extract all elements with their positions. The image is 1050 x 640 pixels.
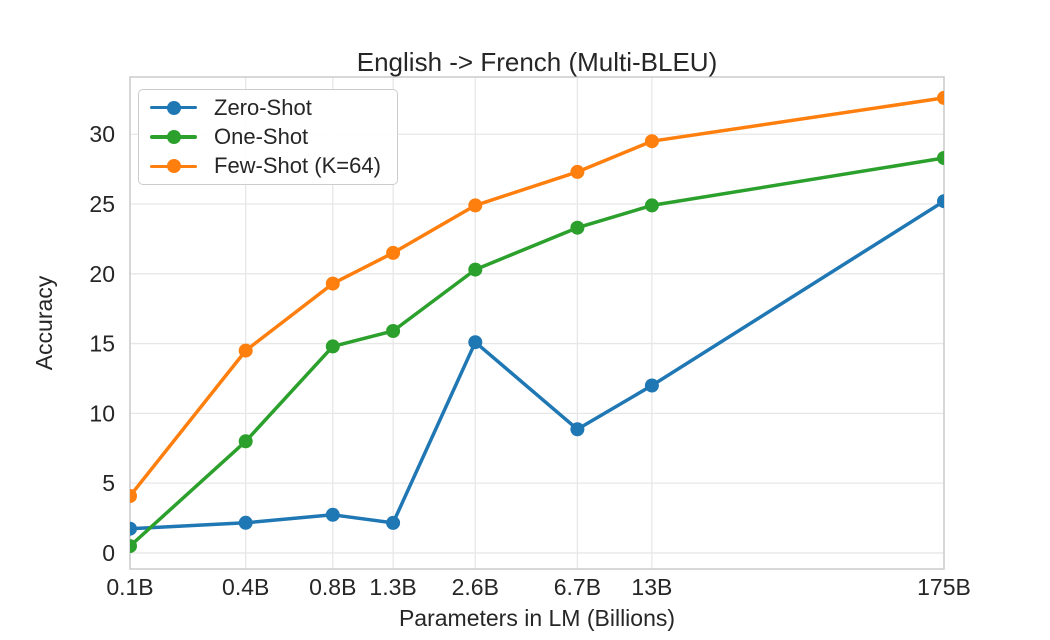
data-point-one-shot-175B xyxy=(937,151,944,165)
data-point-few-shot-k-64-0.8B xyxy=(325,276,340,291)
x-axis-label: Parameters in LM (Billions) xyxy=(399,605,675,631)
y-axis-label: Accuracy xyxy=(31,275,57,370)
data-point-few-shot-k-64-175B xyxy=(937,90,944,105)
legend-line-marker-icon xyxy=(150,100,197,115)
y-tick-label-30: 30 xyxy=(89,121,115,147)
x-tick-label-0.1B: 0.1B xyxy=(106,574,153,600)
series-line-zero-shot xyxy=(130,199,944,531)
legend-item-label: One-Shot xyxy=(214,123,309,149)
plot-border xyxy=(129,76,945,570)
x-tick-label-175B: 175B xyxy=(917,574,971,600)
data-point-zero-shot-0.1B xyxy=(130,521,137,536)
legend-item-zero-shot: Zero-Shot xyxy=(139,93,397,122)
legend-item-few-shot-k-64: Few-Shot (K=64) xyxy=(139,152,397,181)
x-tick-label-2.6B: 2.6B xyxy=(452,574,499,600)
data-point-few-shot-k-64-13B xyxy=(644,134,659,149)
y-tick-label-20: 20 xyxy=(89,261,115,287)
y-tick-label-10: 10 xyxy=(89,400,115,426)
data-point-few-shot-k-64-1.3B xyxy=(386,245,401,260)
data-point-one-shot-0.4B xyxy=(238,434,253,449)
series-line-few-shot-k-64 xyxy=(130,96,944,498)
chart-title: English -> French (Multi-BLEU) xyxy=(357,47,718,77)
y-tick-label-15: 15 xyxy=(89,331,115,357)
x-tick-label-1.3B: 1.3B xyxy=(369,574,416,600)
legend-line-marker-icon xyxy=(150,159,197,174)
legend: Zero-Shot One-Shot Few-Shot (K=64) xyxy=(138,89,398,185)
data-point-zero-shot-1.3B xyxy=(386,515,401,530)
legend-item-one-shot: One-Shot xyxy=(139,122,397,151)
data-point-zero-shot-13B xyxy=(644,378,659,393)
data-point-zero-shot-2.6B xyxy=(468,335,483,350)
data-point-zero-shot-0.4B xyxy=(238,515,253,530)
legend-item-label: Zero-Shot xyxy=(214,94,312,120)
data-point-one-shot-0.8B xyxy=(325,339,340,354)
data-point-zero-shot-0.8B xyxy=(325,507,340,522)
y-tick-label-0: 0 xyxy=(102,540,115,566)
series-line-one-shot xyxy=(130,156,944,548)
data-point-one-shot-0.1B xyxy=(130,539,137,554)
y-tick-label-5: 5 xyxy=(102,470,115,496)
data-point-few-shot-k-64-0.1B xyxy=(130,489,137,503)
data-point-zero-shot-175B xyxy=(937,194,944,209)
data-point-one-shot-13B xyxy=(644,198,659,213)
x-tick-label-0.8B: 0.8B xyxy=(309,574,356,600)
data-point-few-shot-k-64-6.7B xyxy=(570,164,585,179)
data-point-few-shot-k-64-0.4B xyxy=(238,343,253,358)
data-point-one-shot-2.6B xyxy=(468,262,483,277)
data-point-zero-shot-6.7B xyxy=(570,422,585,437)
x-tick-label-0.4B: 0.4B xyxy=(222,574,269,600)
data-point-one-shot-1.3B xyxy=(386,324,401,338)
x-tick-label-6.7B: 6.7B xyxy=(554,574,601,600)
data-point-few-shot-k-64-2.6B xyxy=(468,198,483,213)
x-tick-label-13B: 13B xyxy=(631,574,672,600)
y-tick-label-25: 25 xyxy=(89,191,115,217)
plot-area: 0.1B 0.4B 0.8B 1.3B 2.6B 6.7B 13B 175B 0 5 10 15 20 2… xyxy=(89,76,971,600)
legend-item-label: Few-Shot (K=64) xyxy=(214,153,381,179)
legend-line-marker-icon xyxy=(150,129,197,144)
data-point-one-shot-6.7B xyxy=(570,220,585,235)
